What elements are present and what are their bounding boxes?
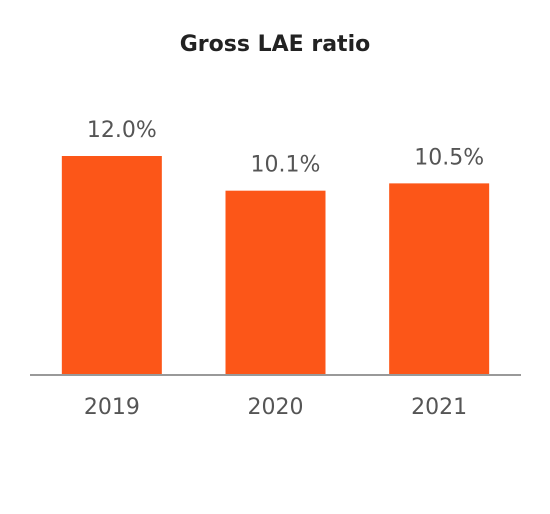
bar: [61, 156, 162, 375]
value-label: 12.0%: [87, 118, 157, 143]
bar: [225, 190, 326, 375]
chart-title: Gross LAE ratio: [180, 32, 370, 57]
value-label: 10.1%: [251, 153, 321, 178]
bar: [389, 183, 490, 375]
x-tick-label: 2019: [84, 395, 140, 420]
value-label: 10.5%: [414, 145, 484, 170]
x-tick-label: 2020: [248, 395, 304, 420]
x-tick-label: 2021: [411, 395, 467, 420]
